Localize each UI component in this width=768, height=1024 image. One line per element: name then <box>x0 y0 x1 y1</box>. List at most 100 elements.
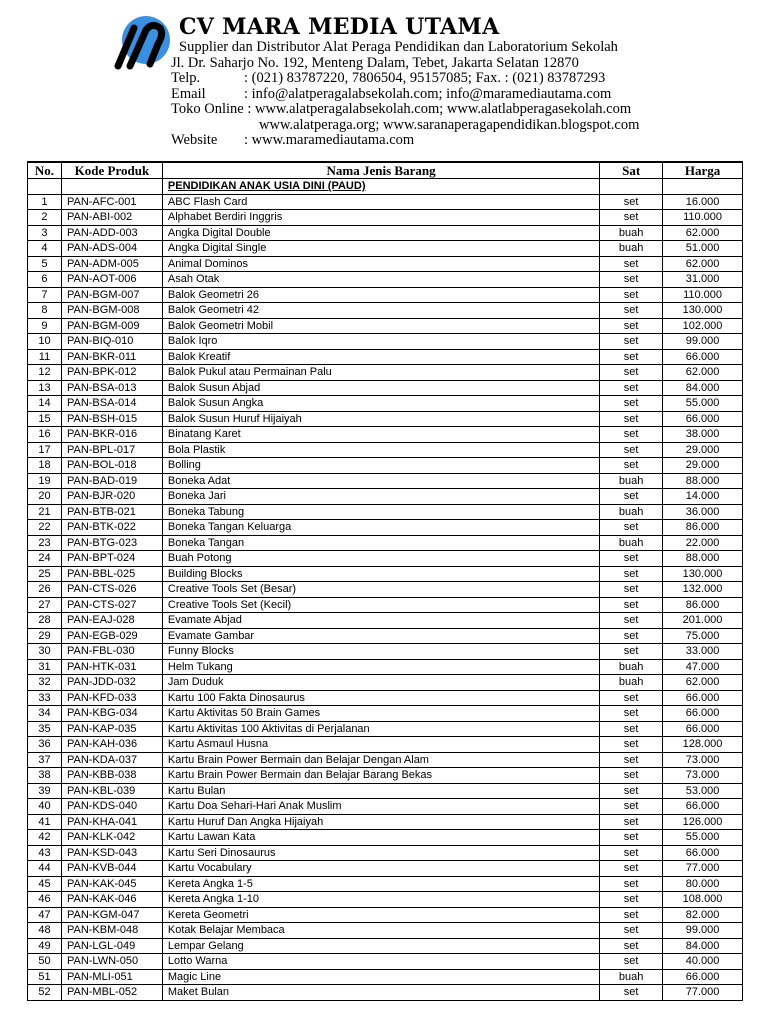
row-harga: 66.000 <box>662 348 743 365</box>
row-kode: PAN-BTK-022 <box>60 519 163 536</box>
row-nama: Kartu Vocabulary <box>161 860 601 877</box>
row-sat: set <box>599 286 664 303</box>
row-nama: Bolling <box>161 457 601 474</box>
row-nama: Jam Duduk <box>161 674 601 691</box>
row-sat: set <box>599 333 664 350</box>
row-nama: Bola Plastik <box>161 441 601 458</box>
row-nama: Balok Kreatif <box>161 348 601 365</box>
row-kode: PAN-ABI-002 <box>60 209 163 226</box>
col-harga: Harga <box>662 161 743 179</box>
table-row: 39 PAN-KBL-039 Kartu Bulan set 53.000 <box>27 782 743 799</box>
table-row: 52 PAN-MBL-052 Maket Bulan set 77.000 <box>27 984 743 1001</box>
row-harga: 66.000 <box>662 798 743 815</box>
row-harga: 62.000 <box>662 224 743 241</box>
row-nama: Kereta Angka 1-5 <box>161 875 601 892</box>
row-harga: 51.000 <box>662 240 743 257</box>
table-row: 1 PAN-AFC-001 ABC Flash Card set 16.000 <box>27 193 743 210</box>
row-no: 27 <box>27 596 62 613</box>
row-sat: set <box>599 457 664 474</box>
row-nama: Balok Susun Abjad <box>161 379 601 396</box>
table-row: 9 PAN-BGM-009 Balok Geometri Mobil set 102.0… <box>27 317 743 334</box>
row-kode: PAN-EGB-029 <box>60 627 163 644</box>
row-harga: 80.000 <box>662 875 743 892</box>
row-no: 41 <box>27 813 62 830</box>
row-kode: PAN-AOT-006 <box>60 271 163 288</box>
row-no: 38 <box>27 767 62 784</box>
row-sat: set <box>599 426 664 443</box>
table-row: 15 PAN-BSH-015 Balok Susun Huruf Hijaiyah s… <box>27 410 743 427</box>
row-kode: PAN-KFD-033 <box>60 689 163 706</box>
row-sat: set <box>599 441 664 458</box>
table-row: 46 PAN-KAK-046 Kereta Angka 1-10 set 108.000 <box>27 891 743 908</box>
table-row: 28 PAN-EAJ-028 Evamate Abjad set 201.000 <box>27 612 743 629</box>
row-nama: Magic Line <box>161 968 601 985</box>
row-no: 18 <box>27 457 62 474</box>
row-kode: PAN-BGM-009 <box>60 317 163 334</box>
row-harga: 201.000 <box>662 612 743 629</box>
row-sat: buah <box>599 472 664 489</box>
row-nama: Lempar Gelang <box>161 937 601 954</box>
row-no: 34 <box>27 705 62 722</box>
row-harga: 77.000 <box>662 860 743 877</box>
row-harga: 29.000 <box>662 441 743 458</box>
row-kode: PAN-KBL-039 <box>60 782 163 799</box>
row-kode: PAN-BIQ-010 <box>60 333 163 350</box>
row-sat: set <box>599 720 664 737</box>
row-harga: 86.000 <box>662 519 743 536</box>
company-name: CV MARA MEDIA UTAMA <box>179 14 500 40</box>
row-no: 51 <box>27 968 62 985</box>
table-row: 12 PAN-BPK-012 Balok Pukul atau Permainan … <box>27 364 743 381</box>
col-sat: Sat <box>599 161 664 179</box>
row-no: 20 <box>27 488 62 505</box>
table-row: 20 PAN-BJR-020 Boneka Jari set 14.000 <box>27 488 743 505</box>
tagline: Supplier dan Distributor Alat Peraga Pen… <box>179 39 618 55</box>
table-row: 40 PAN-KDS-040 Kartu Doa Sehari-Hari Anak … <box>27 798 743 815</box>
row-kode: PAN-EAJ-028 <box>60 612 163 629</box>
row-kode: PAN-MLI-051 <box>60 968 163 985</box>
row-kode: PAN-KDA-037 <box>60 751 163 768</box>
row-sat: set <box>599 209 664 226</box>
row-nama: Kartu Lawan Kata <box>161 829 601 846</box>
row-harga: 86.000 <box>662 596 743 613</box>
row-no: 11 <box>27 348 62 365</box>
row-harga: 36.000 <box>662 503 743 520</box>
row-nama: Kartu Aktivitas 100 Aktivitas di Perjala… <box>161 720 601 737</box>
table-row: 33 PAN-KFD-033 Kartu 100 Fakta Dinosaurus s… <box>27 689 743 706</box>
row-nama: Angka Digital Double <box>161 224 601 241</box>
row-no: 30 <box>27 643 62 660</box>
telp: : (021) 83787220, 7806504, 95157085; Fax… <box>244 70 606 86</box>
table-header: No. Kode Produk Nama Jenis Barang Sat Ha… <box>27 161 743 179</box>
row-no: 12 <box>27 364 62 381</box>
address: Jl. Dr. Saharjo No. 192, Menteng Dalam, … <box>171 54 579 71</box>
row-harga: 29.000 <box>662 457 743 474</box>
row-kode: PAN-JDD-032 <box>60 674 163 691</box>
row-nama: Angka Digital Single <box>161 240 601 257</box>
table-row: 50 PAN-LWN-050 Lotto Warna set 40.000 <box>27 953 743 970</box>
row-sat: buah <box>599 240 664 257</box>
table-row: 41 PAN-KHA-041 Kartu Huruf Dan Angka Hijai… <box>27 813 743 830</box>
row-harga: 88.000 <box>662 472 743 489</box>
row-sat: set <box>599 565 664 582</box>
email-label: Email <box>171 85 206 102</box>
table-row: 21 PAN-BTB-021 Boneka Tabung buah 36.000 <box>27 503 743 520</box>
row-sat: set <box>599 937 664 954</box>
row-kode: PAN-HTK-031 <box>60 658 163 675</box>
row-nama: Kartu Bulan <box>161 782 601 799</box>
row-kode: PAN-BSA-014 <box>60 395 163 412</box>
row-no: 6 <box>27 271 62 288</box>
row-no: 45 <box>27 875 62 892</box>
table-row: 43 PAN-KSD-043 Kartu Seri Dinosaurus set 66.… <box>27 844 743 861</box>
table-row: 19 PAN-BAD-019 Boneka Adat buah 88.000 <box>27 472 743 489</box>
row-harga: 55.000 <box>662 395 743 412</box>
row-harga: 126.000 <box>662 813 743 830</box>
row-harga: 84.000 <box>662 937 743 954</box>
row-kode: PAN-BKR-011 <box>60 348 163 365</box>
row-kode: PAN-BOL-018 <box>60 457 163 474</box>
row-harga: 31.000 <box>662 271 743 288</box>
row-sat: set <box>599 627 664 644</box>
row-harga: 62.000 <box>662 255 743 272</box>
row-sat: set <box>599 891 664 908</box>
row-sat: set <box>599 364 664 381</box>
row-nama: Animal Dominos <box>161 255 601 272</box>
row-no: 44 <box>27 860 62 877</box>
